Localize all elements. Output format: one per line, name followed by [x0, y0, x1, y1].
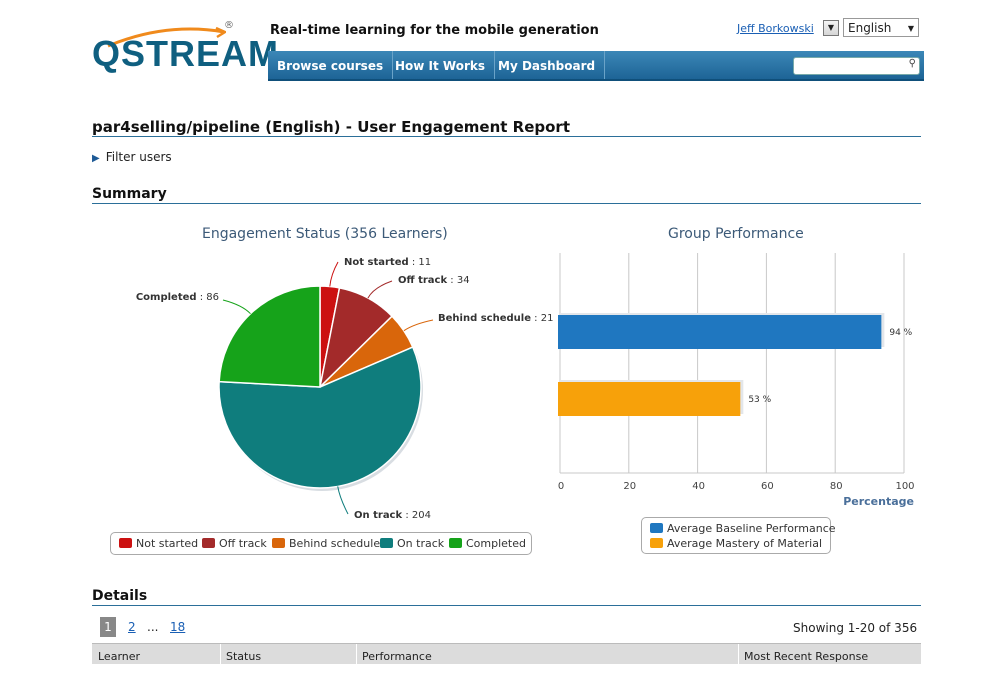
legend-label: Average Mastery of Material [667, 537, 823, 550]
column-divider [738, 644, 739, 664]
legend-item-not-started[interactable]: Not started [119, 537, 198, 550]
page-ellipsis: ... [147, 620, 159, 634]
legend-swatch [650, 523, 663, 533]
legend-label: Behind schedule [289, 537, 381, 550]
legend-swatch [119, 538, 132, 548]
legend-item-baseline[interactable]: Average Baseline Performance [650, 522, 836, 535]
pie-data-label: Off track : 34 [398, 275, 470, 286]
legend-swatch [650, 538, 663, 548]
pie-connector [367, 280, 393, 299]
logo-text: QSTREAM [92, 33, 279, 74]
language-select[interactable]: English ▼ [843, 18, 919, 37]
user-menu-dropdown[interactable]: ▼ [823, 20, 839, 36]
legend-swatch [202, 538, 215, 548]
pie-label-name: Behind schedule [438, 313, 531, 324]
x-tick-label: 80 [830, 481, 843, 492]
pie-data-label: Not started : 11 [344, 257, 431, 268]
column-header-learner[interactable]: Learner [98, 650, 141, 663]
pie-connector [337, 486, 349, 515]
x-tick-label: 100 [895, 481, 914, 492]
showing-count: Showing 1-20 of 356 [793, 621, 918, 635]
details-heading: Details [92, 588, 148, 604]
column-divider [220, 644, 221, 664]
legend-label: Completed [466, 537, 526, 550]
x-tick-label: 40 [692, 481, 705, 492]
x-tick-label: 20 [623, 481, 636, 492]
pie-data-label: Behind schedule : 21 [438, 313, 553, 324]
summary-heading: Summary [92, 186, 167, 202]
page-1-current[interactable]: 1 [100, 617, 116, 637]
bar-value-label: 94 % [889, 328, 912, 338]
legend-swatch [272, 538, 285, 548]
search-input[interactable]: ⚲ [793, 57, 920, 75]
bar-value-label: 53 % [748, 395, 771, 405]
column-header-status[interactable]: Status [226, 650, 262, 663]
page-2-link[interactable]: 2 [128, 620, 136, 634]
user-profile-link[interactable]: Jeff Borkowski [737, 22, 814, 35]
x-tick-label: 60 [761, 481, 774, 492]
legend-item-on-track[interactable]: On track [380, 537, 444, 550]
x-axis-label: Percentage [843, 495, 914, 508]
pie-data-label: Completed : 86 [136, 292, 219, 303]
summary-divider [92, 203, 921, 204]
expand-triangle-icon: ▶ [92, 153, 100, 164]
bar-baseline[interactable] [558, 315, 882, 349]
pie-chart-title: Engagement Status (356 Learners) [202, 226, 448, 242]
pie-legend: Not started Off track Behind schedule On… [110, 532, 532, 555]
chevron-down-icon: ▼ [827, 23, 835, 32]
column-divider [356, 644, 357, 664]
pie-label-value: : 21 [531, 313, 553, 324]
pie-label-name: Completed [136, 292, 197, 303]
nav-browse-courses[interactable]: Browse courses [268, 51, 394, 79]
engagement-pie-chart: Not started : 11 Off track : 34 Behind sch… [136, 257, 554, 521]
column-header-performance[interactable]: Performance [362, 650, 432, 663]
search-icon[interactable]: ⚲ [908, 58, 916, 69]
pie-label-value: : 86 [197, 292, 219, 303]
pie-label-name: Off track [398, 275, 447, 286]
legend-label: Off track [219, 537, 267, 550]
page-title: par4selling/pipeline (English) - User En… [92, 118, 571, 136]
chevron-down-icon: ▼ [907, 24, 914, 33]
legend-item-mastery[interactable]: Average Mastery of Material [650, 537, 822, 550]
bar-chart-title: Group Performance [668, 226, 804, 242]
legend-swatch [380, 538, 393, 548]
x-tick-label: 0 [558, 481, 564, 492]
filter-users-label: Filter users [105, 150, 172, 164]
legend-item-completed[interactable]: Completed [449, 537, 526, 550]
legend-item-off-track[interactable]: Off track [202, 537, 267, 550]
bar-legend: Average Baseline Performance Average Mas… [641, 517, 836, 554]
qstream-logo[interactable]: QSTREAM ® [92, 20, 278, 76]
registered-mark: ® [224, 20, 234, 31]
group-performance-bar-chart: 0 20 40 60 80 100 Percentage 94 % 53 % [558, 253, 915, 508]
legend-label: On track [397, 537, 445, 550]
filter-users-toggle[interactable]: ▶ Filter users [92, 150, 172, 164]
legend-label: Not started [136, 537, 199, 550]
pie-label-value: : 204 [402, 510, 431, 521]
details-table-header: Learner Status Performance Most Recent R… [92, 643, 921, 664]
page-18-link[interactable]: 18 [170, 620, 186, 634]
pie-label-name: Not started [344, 257, 409, 268]
tagline: Real-time learning for the mobile genera… [270, 23, 599, 38]
language-value: English [848, 21, 892, 35]
legend-label: Average Baseline Performance [667, 522, 836, 535]
pie-label-value: : 34 [447, 275, 469, 286]
column-header-most-recent-response[interactable]: Most Recent Response [744, 650, 869, 663]
title-divider [92, 136, 921, 137]
main-navbar: Browse courses How It Works My Dashboard… [268, 51, 924, 81]
details-divider [92, 605, 921, 606]
bar-mastery[interactable] [558, 382, 741, 416]
nav-how-it-works[interactable]: How It Works [386, 51, 496, 79]
nav-my-dashboard[interactable]: My Dashboard [489, 51, 606, 79]
pie-label-name: On track [354, 510, 402, 521]
pie-connector [222, 299, 251, 315]
legend-item-behind-schedule[interactable]: Behind schedule [272, 537, 380, 550]
pie-label-value: : 11 [409, 257, 431, 268]
pie-connector [403, 319, 434, 332]
pie-slice-completed[interactable] [218, 285, 321, 388]
logo-swoosh-icon [107, 26, 226, 48]
legend-swatch [449, 538, 462, 548]
pie-data-label: On track : 204 [354, 510, 431, 521]
pie-connector [329, 261, 339, 287]
